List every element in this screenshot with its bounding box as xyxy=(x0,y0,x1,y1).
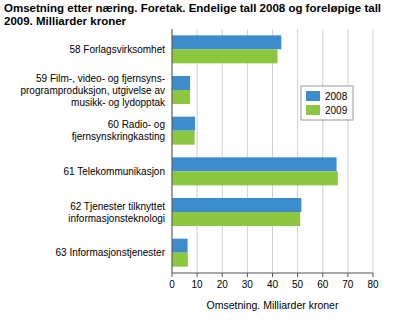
tick-mark xyxy=(297,273,298,277)
bar xyxy=(172,131,195,145)
bar xyxy=(172,117,195,131)
bar xyxy=(172,35,281,49)
bar xyxy=(172,90,190,104)
bar xyxy=(172,239,188,253)
tick-mark xyxy=(322,273,323,277)
axis-line xyxy=(172,273,373,274)
tick-mark xyxy=(347,273,348,277)
grid-line xyxy=(272,29,273,273)
grid-line xyxy=(347,29,348,273)
bars xyxy=(172,35,338,266)
tick-label: 10 xyxy=(192,279,204,290)
legend-label: 2009 xyxy=(325,105,348,116)
tick-mark xyxy=(373,273,374,277)
grid-line xyxy=(197,29,198,273)
text-line: 60 Radio- og xyxy=(108,119,165,130)
text-line: musikk- og lydopptak xyxy=(71,97,166,108)
text-line: fjernsynskringkasting xyxy=(72,131,165,142)
legend-swatch xyxy=(306,105,320,115)
legend-label: 2008 xyxy=(325,91,348,102)
category-label: 61 Telekommunikasjon xyxy=(63,166,165,177)
axis-title: Omsetning. Milliarder kroner xyxy=(207,299,339,311)
text-line: informasjonsteknologi xyxy=(68,213,165,224)
bar xyxy=(172,253,188,267)
grid-line xyxy=(297,29,298,273)
category-label: 59 Film-, video- og fjernsyns-programpro… xyxy=(20,73,166,108)
bar xyxy=(172,76,190,90)
category-label: 63 Informasjonstjenester xyxy=(55,247,165,258)
category-label: 62 Tjenester tilknyttetinformasjonstekno… xyxy=(68,201,165,224)
tick-mark xyxy=(247,273,248,277)
tick-label: 70 xyxy=(342,279,354,290)
legend: 2008 2009 xyxy=(301,86,353,120)
chart: Omsetning etter næring. Foretak. Endelig… xyxy=(0,0,400,320)
tick-label: 50 xyxy=(292,279,304,290)
tick-label: 0 xyxy=(169,279,175,290)
text-line: 62 Tjenester tilknyttet xyxy=(70,201,165,212)
axis-line xyxy=(172,29,173,273)
text-line: 63 Informasjonstjenester xyxy=(55,247,165,258)
tick-mark xyxy=(197,273,198,277)
tick-mark xyxy=(222,273,223,277)
bar xyxy=(172,157,337,171)
bar xyxy=(172,212,300,226)
grid-line xyxy=(247,29,248,273)
tick-label: 30 xyxy=(242,279,254,290)
tick-label: 60 xyxy=(317,279,329,290)
text-line: 2009. Milliarder kroner xyxy=(4,15,127,27)
tick-mark xyxy=(272,273,273,277)
text-line: 61 Telekommunikasjon xyxy=(63,166,165,177)
text-line: 59 Film-, video- og fjernsyns- xyxy=(36,73,165,84)
bar xyxy=(172,198,301,212)
legend-box xyxy=(301,86,353,120)
grid-line xyxy=(373,29,374,273)
tick-label: 80 xyxy=(367,279,379,290)
legend-swatch xyxy=(306,91,320,101)
category-label: 60 Radio- ogfjernsynskringkasting xyxy=(72,119,165,142)
bar xyxy=(172,171,338,185)
grid-line xyxy=(172,29,173,273)
tick-label: 40 xyxy=(267,279,279,290)
tick-mark xyxy=(172,273,173,277)
title: Omsetning etter næring. Foretak. Endelig… xyxy=(4,2,381,27)
text-line: Omsetning etter næring. Foretak. Endelig… xyxy=(4,2,381,14)
category-label: 58 Forlagsvirksomhet xyxy=(69,44,165,55)
grid-line xyxy=(322,29,323,273)
grid-line xyxy=(222,29,223,273)
text-line: programproduksjon, utgivelse av xyxy=(20,85,165,96)
bar xyxy=(172,49,278,63)
tick-label: 20 xyxy=(217,279,229,290)
text-line: 58 Forlagsvirksomhet xyxy=(69,44,165,55)
